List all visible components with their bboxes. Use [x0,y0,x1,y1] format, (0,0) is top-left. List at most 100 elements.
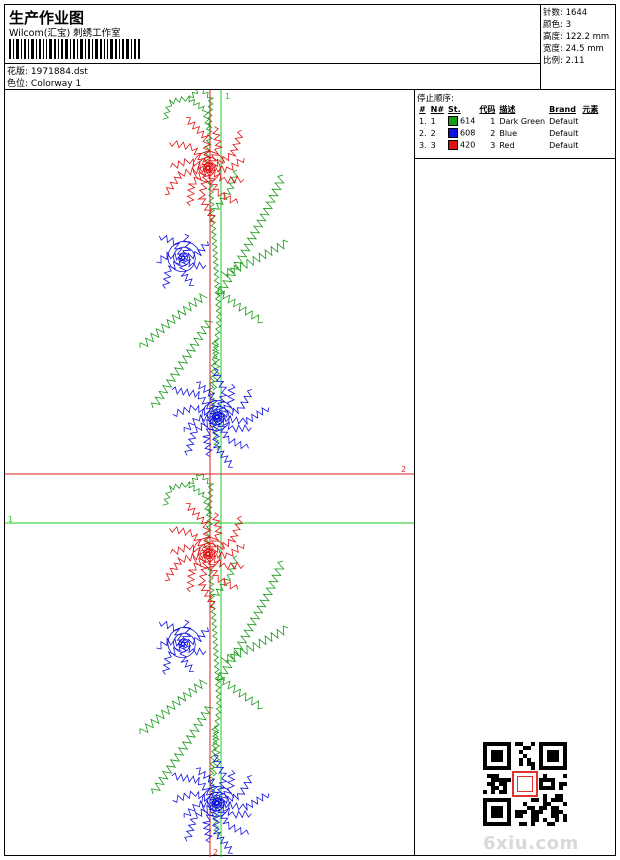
qr-module [503,782,507,786]
qr-module [523,802,527,806]
qr-module [503,786,507,790]
guide-label-h2: 2 [401,465,406,474]
blue-flower [184,801,219,842]
guide-label-v2: 2 [213,848,218,857]
qr-module [491,806,495,810]
qr-module [551,766,555,770]
stat-colors: 颜色: 3 [543,20,571,30]
qr-module [535,818,539,822]
stats-divider [540,5,541,89]
qr-module [499,758,503,762]
colorway-label: 色位: [7,79,29,89]
qr-module [507,806,511,810]
qr-module [495,766,499,770]
leaf-stitch [139,679,208,735]
qr-module [495,786,499,790]
qr-module [495,750,499,754]
page-title: 生产作业图 [9,9,85,27]
blue-flower [217,800,252,819]
qr-module [495,814,499,818]
red-flower-centre [192,151,226,183]
qr-module [503,798,507,802]
qr-module [547,802,551,806]
qr-module [543,766,547,770]
qr-module [539,766,543,770]
qr-module [547,766,551,770]
qr-module [507,798,511,802]
leaf-stitch [221,625,289,664]
qr-module [499,822,503,826]
qr-module [547,754,551,758]
qr-module [559,766,563,770]
qr-module [491,750,495,754]
blue-bud-centre [167,241,201,273]
red-flower [170,157,208,172]
qr-module [523,746,527,750]
stat-scale: 比例: 2.11 [543,56,585,66]
qr-module [483,750,487,754]
qr-module [491,766,495,770]
blue-flower [196,381,221,418]
qr-module [503,822,507,826]
qr-module [551,814,555,818]
qr-module [547,742,551,746]
qr-module [531,762,535,766]
blue-bud [179,643,194,672]
stat-width: 宽度: 24.5 mm [543,44,604,54]
qr-module [487,822,491,826]
qr-module [531,814,535,818]
qr-module [507,778,511,782]
qr-module [495,806,499,810]
qr-module [483,818,487,822]
qr-module [507,754,511,758]
barcode [9,39,140,59]
stat-height: 高度: 122.2 mm [543,32,610,42]
qr-module [519,810,523,814]
qr-module [539,782,543,786]
qr-module [499,766,503,770]
qr-module [487,766,491,770]
qr-module [491,758,495,762]
qr-module [483,822,487,826]
qr-module [487,782,491,786]
qr-module [519,822,523,826]
blue-flower [183,799,218,818]
qr-module [563,758,567,762]
blue-flower [196,767,221,804]
blue-flower [172,404,217,420]
qr-module [543,818,547,822]
red-flower [197,554,216,609]
qr-module [483,798,487,802]
col-element: 元素 [582,104,599,114]
blue-flower [217,793,270,811]
qr-module [495,778,499,782]
qr-module [507,822,511,826]
qr-module [555,806,559,810]
qr-module [507,818,511,822]
qr-module [499,790,503,794]
red-flower [169,139,210,171]
qr-module [503,742,507,746]
qr-module [507,746,511,750]
red-flower [207,157,245,174]
qr-module [491,742,495,746]
col-description: 描述 [499,104,516,114]
design-file-line: 花版: 1971884.dst [7,64,88,77]
qr-module [531,798,535,802]
blue-flower [212,368,228,417]
production-worksheet: 生产作业图 Wilcom(汇宝) 刺绣工作室 花版: 1971884.dst 色… [4,4,616,857]
qr-module [503,790,507,794]
qr-module [559,798,563,802]
blue-bud [162,642,186,675]
qr-module [507,750,511,754]
qr-module [547,786,551,790]
seal-stamp-inner [516,775,534,793]
curl-stitch [188,90,215,131]
qr-module [495,798,499,802]
qr-module [543,778,547,782]
qr-module [535,814,539,818]
qr-module [491,814,495,818]
qr-module [483,758,487,762]
qr-code [483,742,567,826]
design-file: 1971884.dst [30,67,88,77]
